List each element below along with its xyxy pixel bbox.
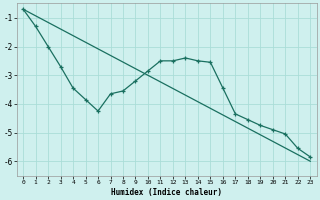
X-axis label: Humidex (Indice chaleur): Humidex (Indice chaleur)	[111, 188, 222, 197]
